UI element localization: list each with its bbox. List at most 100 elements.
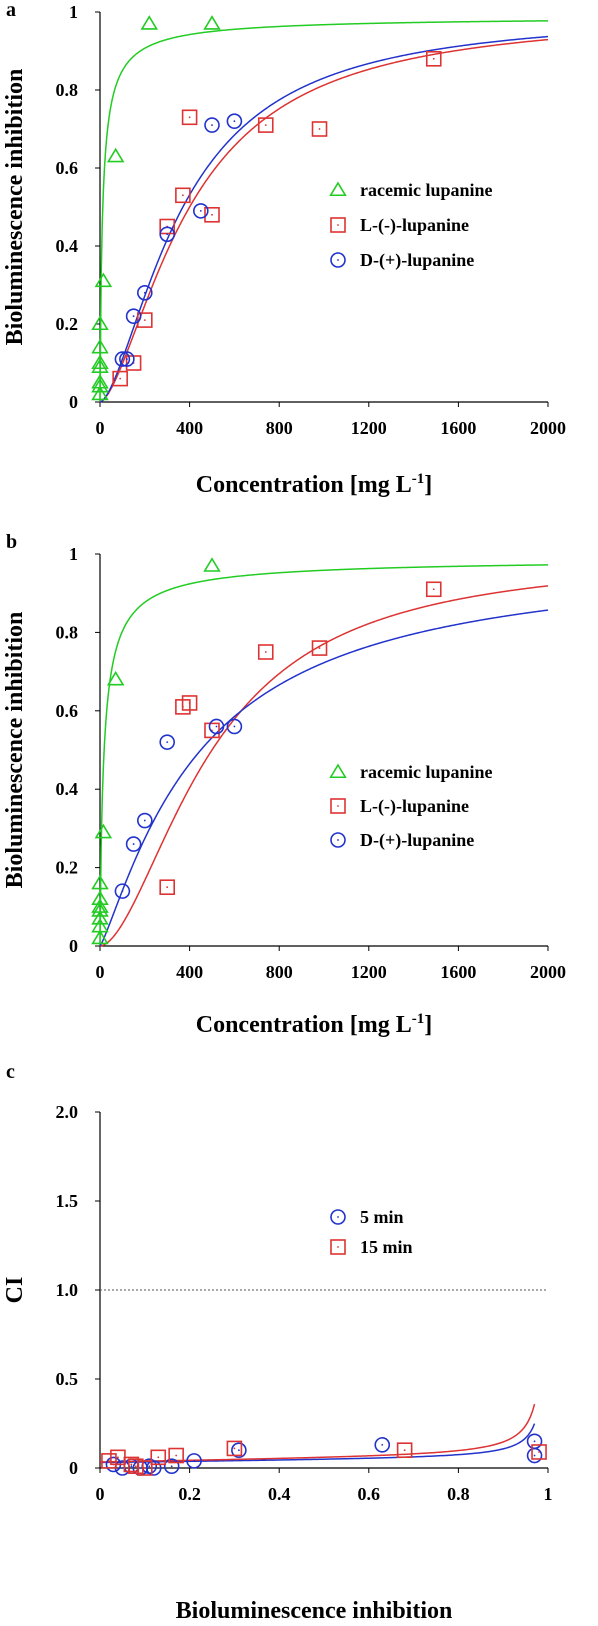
data-point-dot [148,1465,151,1468]
y-tick-label: 0 [69,1458,78,1478]
data-point [311,121,328,137]
data-point [168,1447,184,1464]
data-point-dot [117,1456,119,1459]
series-racemic-lupanine [91,557,221,945]
chart-panel-c: c 0 0.2 0.4 0.6 0.8 1 0 0.5 1.0 1.5 2.0 Bioluminesce… [2,1061,553,1624]
fit-line-l-lupanine [99,38,549,403]
data-point [425,581,442,598]
data-point [526,1433,543,1450]
data-point-dot [188,702,191,704]
data-point [91,874,109,890]
x-tick-label: 400 [176,962,203,982]
data-point [91,917,109,933]
data-point-dot [381,1443,384,1446]
legend: racemic lupanine L-(-)-lupanine D-(+)-lupa… [329,762,493,851]
fit-line-15-min [99,1403,536,1463]
x-tick-label: 800 [266,418,293,438]
data-point-dot [199,210,202,212]
x-tick-label: 800 [266,962,293,982]
data-point [204,722,220,739]
data-point [91,910,109,925]
data-point-dot [237,1449,240,1452]
data-point [145,1460,162,1476]
x-tick-label: 1600 [440,962,476,982]
legend-marker [330,798,346,814]
data-point [311,640,328,656]
data-point [226,113,243,129]
x-tick-label: 1200 [351,418,387,438]
data-point [125,308,142,325]
y-tick-label: 0.6 [56,158,79,178]
x-axis-label-superscript: -1 [412,471,425,487]
legend-marker-dot [337,1216,339,1218]
data-point [91,315,109,331]
fit-line-l-lupanine [99,585,549,947]
data-point-dot [119,377,122,380]
panel-label: b [6,531,17,553]
data-point [150,1449,167,1466]
data-point [91,377,109,393]
data-point [91,929,109,945]
x-axis-label: Concentration [mg L-1] [196,1011,432,1038]
data-point [91,358,109,373]
legend-marker-dot [337,839,339,841]
data-point-dot [143,1467,146,1469]
data-point-dot [181,194,184,197]
y-tick-label: 1.5 [56,1191,79,1211]
y-tick-label: 0.5 [56,1369,79,1389]
data-point [203,15,221,30]
chart-panel-a: a 0 400 800 1200 1600 2000 0 0.2 0.4 0.6 0.8 1 Concen… [2,0,566,498]
legend-label: 15 min [360,1237,413,1257]
data-point-dot [233,120,236,123]
data-point [125,836,142,852]
y-tick-label: 0.2 [56,314,79,334]
data-point [101,1453,117,1469]
x-tick-label: 0.2 [178,1484,201,1504]
x-tick-label: 1200 [351,962,387,982]
legend-label: D-(+)-lupanine [360,250,474,271]
x-axis-label: Concentration [mg L-1] [196,471,432,498]
data-point [226,718,243,735]
data-point-dot [170,1465,173,1468]
data-point [94,823,113,839]
data-point-dot [188,116,191,119]
data-point [175,187,191,204]
x-axis-label-superscript: -1 [412,1011,425,1027]
data-point [128,1458,144,1475]
series-l-lupanine [112,50,442,387]
data-point-dot [233,725,236,728]
legend-marker [329,763,347,779]
series-racemic-lupanine [91,15,221,401]
data-point-dot [264,651,267,653]
y-tick-label: 0.4 [56,236,79,256]
data-point-dot [166,886,169,889]
data-point [91,373,109,389]
data-point-dot [264,124,267,126]
fit-line-racemic-lupanine [99,564,549,947]
data-point [425,50,442,67]
x-tick-label: 0.4 [268,1484,291,1504]
data-point-dot [157,1456,160,1459]
series-l-lupanine [159,581,442,896]
data-point-dot [134,1465,137,1468]
data-point-dot [121,890,124,893]
data-point-dot [121,1467,124,1469]
data-point [114,351,131,367]
series-15-min [101,1440,547,1476]
data-point-dot [108,1459,110,1462]
legend-label: L-(-)-lupanine [360,796,469,817]
panel-label: c [6,1061,15,1083]
data-point [91,354,109,370]
y-axis-label: Bioluminescence inhibition [2,612,28,889]
y-tick-label: 2.0 [56,1102,79,1122]
data-point [140,15,159,30]
data-point [193,203,209,219]
y-tick-label: 1.0 [56,1280,79,1300]
data-point [257,644,274,660]
data-point [137,284,153,301]
y-axis-label: Bioluminescence inhibition [2,69,28,346]
legend-marker [330,217,346,233]
data-point-dot [143,819,146,822]
data-point-dot [432,588,435,591]
